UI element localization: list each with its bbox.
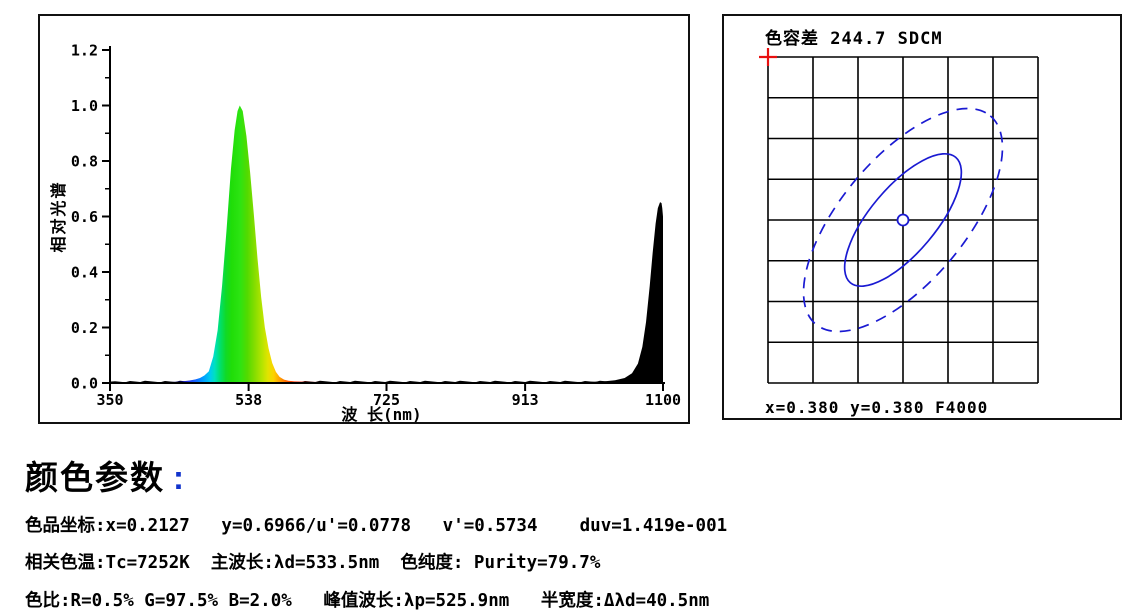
spectrum-panel: 0.0 0.2 0.4 0.6 0.8 1.0 1.2 350 538 725 913 1100 波 长… [38,14,690,424]
ir-peak-area [515,202,663,383]
x-tick-label: 725 [373,391,400,409]
y-tick-label: 1.2 [71,42,98,60]
x-axis-title: 波 长(nm) [341,405,421,422]
x-tick-label: 538 [235,391,262,409]
spectrum-chart: 0.0 0.2 0.4 0.6 0.8 1.0 1.2 350 538 725 913 1100 波 长… [49,42,681,423]
visible-peak-area [110,105,376,383]
x-tick-label: 913 [512,391,539,409]
color-parameters-title-text: 颜色参数 [25,459,165,496]
tolerance-title: 色容差 244.7 SDCM [765,29,943,49]
y-tick-label: 0.2 [71,319,98,337]
y-axis-title: 相对光谱 [49,180,68,252]
param-line-chromaticity: 色品坐标:x=0.2127 y=0.6966/u'=0.0778 v'=0.57… [25,516,728,536]
color-parameters-title: 颜色参数: [25,451,186,499]
x-tick-label: 1100 [645,391,681,409]
tolerance-chart [759,48,1039,384]
y-tick-label: 0.6 [71,208,98,226]
tolerance-footer: x=0.380 y=0.380 F4000 [765,398,989,417]
axes [109,46,665,384]
y-tick-label: 1.0 [71,97,98,115]
y-tick-label: 0.0 [71,375,98,393]
y-tick-label: 0.4 [71,264,98,282]
param-line-cct: 相关色温:Tc=7252K 主波长:λd=533.5nm 色纯度: Purity… [25,553,601,573]
param-line-color-ratio: 色比:R=0.5% G=97.5% B=2.0% 峰值波长:λp=525.9nm… [25,591,710,611]
solid-tolerance-ellipse [843,152,963,288]
color-tolerance-panel: 色容差 244.7 SDCM x=0.380 y=0.380 F4000 [722,14,1122,420]
title-colon: : [173,459,186,496]
center-point-marker [896,213,910,227]
y-tick-label: 0.8 [71,153,98,171]
x-tick-label: 350 [96,391,123,409]
